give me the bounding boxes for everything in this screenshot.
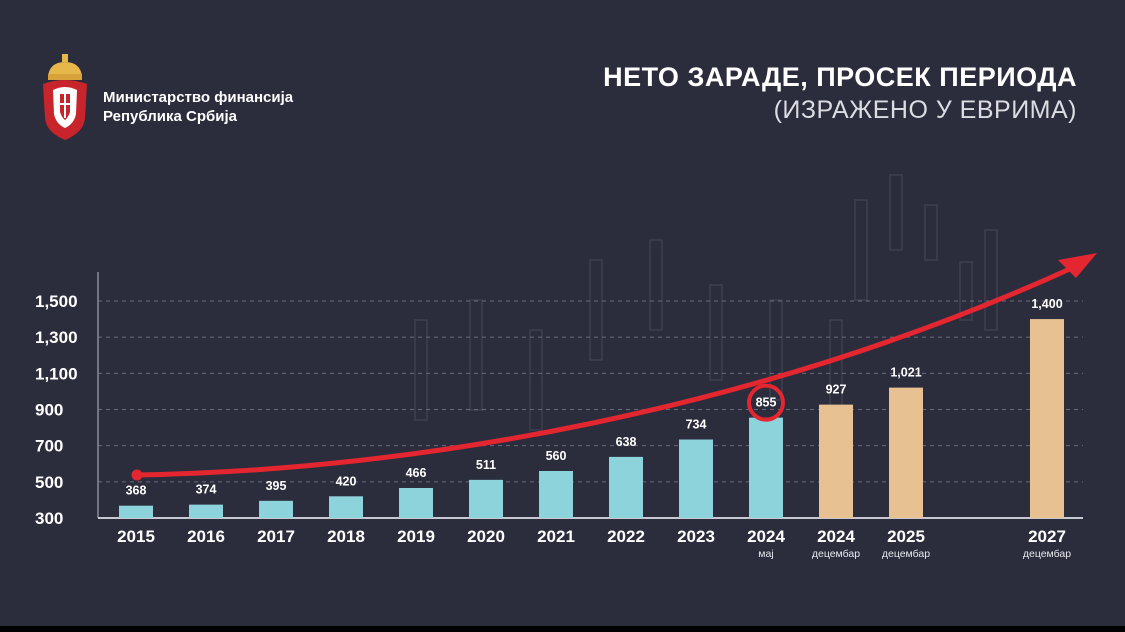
x-tick-label: 2025 <box>887 527 925 546</box>
y-axis-ticks: 300 500 700 900 1,100 1,300 1,500 <box>35 292 78 528</box>
x-tick-label: 2020 <box>467 527 505 546</box>
bg-deco-candle <box>414 319 428 421</box>
serbian-coat-of-arms-icon <box>43 54 87 140</box>
y-tick-label: 1,100 <box>35 364 78 383</box>
y-tick-label: 300 <box>35 509 63 528</box>
bar-2021 <box>539 470 573 518</box>
bg-deco-candle <box>649 239 663 331</box>
y-tick-label: 1,300 <box>35 328 78 347</box>
x-tick-label: 2018 <box>327 527 365 546</box>
chart-subtitle: (ИЗРАЖЕНО У ЕВРИМА) <box>773 96 1077 124</box>
bar-2018 <box>329 496 363 518</box>
bg-deco-candle <box>469 299 483 411</box>
value-label: 927 <box>826 383 847 397</box>
ministry-line-1: Министарство финансија <box>103 89 294 106</box>
trend-arrow <box>131 253 1097 481</box>
x-tick-sublabel: мај <box>758 548 773 560</box>
x-tick-label: 2021 <box>537 527 575 546</box>
value-label: 374 <box>196 483 217 497</box>
bg-deco-candle <box>959 261 973 321</box>
bg-deco-candle <box>589 259 603 361</box>
bar-2022 <box>609 456 643 518</box>
y-tick-label: 700 <box>35 437 63 456</box>
value-label: 511 <box>476 458 496 472</box>
bar-2023 <box>679 439 713 518</box>
bar-2016 <box>189 504 223 518</box>
value-label: 855 <box>756 396 777 410</box>
trend-arrow-head <box>1058 253 1097 278</box>
trend-arrow-start-dot <box>131 469 143 481</box>
value-labels: 368 374 395 420 466 511 560 638 734 855 927 1,021 1,… <box>126 297 1063 498</box>
x-tick-label: 2024 <box>747 527 785 546</box>
x-tick-label: 2015 <box>117 527 155 546</box>
bg-deco-candle <box>769 299 783 401</box>
bg-deco-candle <box>924 204 938 261</box>
bg-deco-candle <box>984 229 998 331</box>
x-tick-label: 2023 <box>677 527 715 546</box>
x-tick-sublabel: децембар <box>812 548 860 560</box>
ministry-name: Министарство финансија Република Србија <box>103 88 293 126</box>
x-tick-label: 2019 <box>397 527 435 546</box>
value-label: 368 <box>126 484 147 498</box>
bar-2024-мај <box>749 417 783 518</box>
x-axis-ticks: 2015 2016 2017 2018 2019 2020 2021 2022 2023 2024… <box>117 527 1071 560</box>
bg-deco-candle <box>889 174 903 251</box>
x-tick-sublabel: децембар <box>1023 548 1071 560</box>
value-label: 420 <box>336 474 357 488</box>
bar-2027-децембар <box>1030 319 1064 518</box>
x-tick-label: 2024 <box>817 527 855 546</box>
trend-arrow-line <box>134 265 1075 478</box>
bar-2019 <box>399 487 433 518</box>
value-label: 638 <box>616 435 637 449</box>
bar-2017 <box>259 500 293 518</box>
bg-deco-candle <box>529 329 543 431</box>
value-label: 560 <box>546 449 567 463</box>
ministry-line-2: Република Србија <box>103 108 238 125</box>
value-label: 395 <box>266 479 287 493</box>
bar-2024-децембар <box>819 404 853 518</box>
value-label: 466 <box>406 466 427 480</box>
y-tick-label: 500 <box>35 473 63 492</box>
x-tick-label: 2022 <box>607 527 645 546</box>
chart-title: НЕТО ЗАРАДЕ, ПРОСЕК ПЕРИОДА <box>603 62 1077 92</box>
x-tick-label: 2017 <box>257 527 295 546</box>
bar-2020 <box>469 479 503 518</box>
bg-deco-candle <box>709 284 723 381</box>
y-tick-label: 900 <box>35 401 63 420</box>
x-tick-label: 2016 <box>187 527 225 546</box>
bars <box>119 319 1064 518</box>
bg-deco-candle <box>854 199 868 301</box>
y-tick-label: 1,500 <box>35 292 78 311</box>
value-label: 734 <box>686 418 707 432</box>
value-label: 1,400 <box>1031 297 1062 311</box>
x-tick-sublabel: децембар <box>882 548 930 560</box>
highlight-circle <box>747 383 785 422</box>
x-tick-label: 2027 <box>1028 527 1066 546</box>
bottom-border <box>0 626 1125 632</box>
bar-2025-децембар <box>889 387 923 518</box>
bar-2015 <box>119 505 153 518</box>
value-label: 1,021 <box>890 366 921 380</box>
